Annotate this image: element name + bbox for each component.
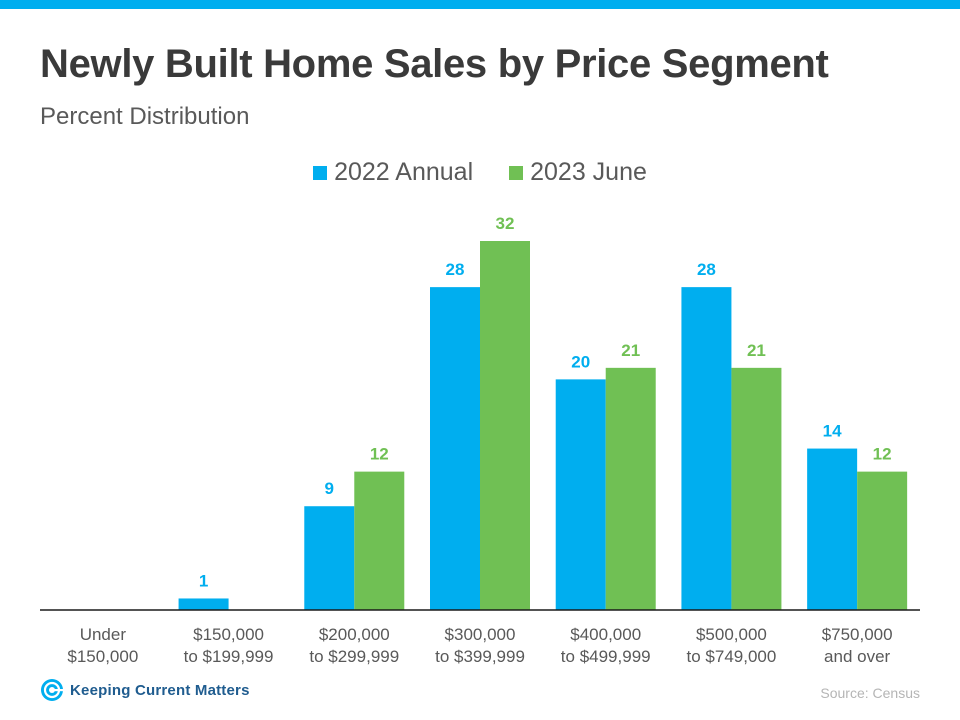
chart-title: Newly Built Home Sales by Price Segment bbox=[40, 42, 829, 86]
data-label-2022-cat-1: 1 bbox=[199, 571, 208, 590]
data-label-2023-cat-6: 12 bbox=[873, 445, 892, 464]
legend-label-2023: 2023 June bbox=[530, 158, 647, 186]
kcm-spiral-icon bbox=[41, 679, 63, 701]
bar-2023-cat-2 bbox=[354, 471, 405, 610]
legend-swatch-2022 bbox=[313, 165, 328, 180]
x-tick-label-3: $300,000 to $399,999 bbox=[435, 625, 525, 666]
bar-2022-cat-3 bbox=[430, 287, 480, 610]
x-tick-label-5: $500,000 to $749,000 bbox=[687, 625, 777, 666]
data-label-2022-cat-4: 20 bbox=[571, 352, 590, 371]
bar-2022-cat-1 bbox=[178, 598, 229, 610]
data-label-2023-cat-3: 32 bbox=[496, 214, 515, 233]
legend-label-2022: 2022 Annual bbox=[334, 158, 474, 186]
bar-2023-cat-5 bbox=[731, 367, 782, 610]
bar-2022-cat-4 bbox=[555, 379, 606, 610]
legend-item-2023: 2023 June bbox=[509, 158, 647, 187]
legend-item-2022: 2022 Annual bbox=[313, 158, 473, 187]
x-tick-label-6: $750,000 and over bbox=[822, 625, 893, 666]
x-tick-label-4: $400,000 to $499,999 bbox=[561, 625, 651, 666]
bar-2023-cat-3 bbox=[480, 241, 530, 610]
data-label-2022-cat-5: 28 bbox=[697, 260, 716, 279]
x-tick-label-2: $200,000 to $299,999 bbox=[309, 625, 399, 666]
bar-2023-cat-4 bbox=[605, 367, 656, 610]
chart-legend: 2022 Annual 2023 June bbox=[0, 158, 960, 187]
data-label-2023-cat-5: 21 bbox=[747, 341, 766, 360]
data-label-2023-cat-4: 21 bbox=[621, 341, 640, 360]
chart-subtitle: Percent Distribution bbox=[40, 103, 250, 130]
x-tick-label-1: $150,000 to $199,999 bbox=[184, 625, 274, 666]
kcm-logo: Keeping Current Matters bbox=[40, 678, 250, 702]
source-note: Source: Census bbox=[820, 685, 920, 701]
bar-chart: Under $150,000 1 $150,000 to $199,999 9 12 $200… bbox=[40, 214, 920, 666]
data-label-2022-cat-3: 28 bbox=[446, 260, 465, 279]
bar-2022-cat-2 bbox=[304, 506, 355, 610]
data-label-2022-cat-6: 14 bbox=[823, 422, 842, 441]
bar-2023-cat-6 bbox=[857, 471, 908, 610]
data-label-2022-cat-2: 9 bbox=[325, 479, 334, 498]
bar-2022-cat-5 bbox=[681, 287, 732, 610]
logo-text: Keeping Current Matters bbox=[70, 681, 250, 699]
x-tick-label-0: Under $150,000 bbox=[67, 625, 138, 666]
legend-swatch-2023 bbox=[509, 165, 524, 180]
top-accent-bar bbox=[0, 0, 960, 9]
data-label-2023-cat-2: 12 bbox=[370, 445, 389, 464]
bar-2022-cat-6 bbox=[807, 448, 858, 610]
